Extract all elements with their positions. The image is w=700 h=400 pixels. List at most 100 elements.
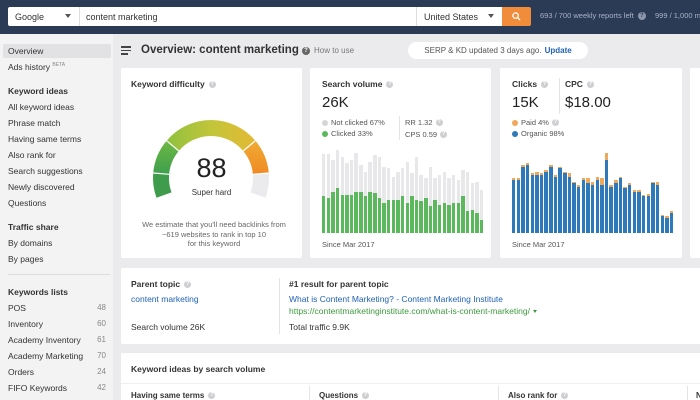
keyword-search-input[interactable] bbox=[80, 7, 416, 26]
help-icon[interactable]: ? bbox=[184, 280, 192, 288]
help-icon[interactable]: ? bbox=[386, 80, 394, 88]
search-button[interactable] bbox=[502, 7, 531, 26]
chart-bar[interactable] bbox=[609, 150, 613, 233]
column-questions[interactable]: Questions ? bbox=[319, 391, 370, 400]
help-icon[interactable]: ? bbox=[561, 392, 569, 399]
sidebar-item-having-same-terms[interactable]: Having same terms bbox=[8, 134, 82, 144]
chart-bar[interactable] bbox=[340, 150, 345, 233]
chart-bar[interactable] bbox=[363, 150, 368, 233]
chart-bar[interactable] bbox=[359, 150, 363, 233]
chart-bar[interactable] bbox=[349, 150, 354, 233]
chart-bar[interactable] bbox=[345, 150, 349, 233]
chart-bar[interactable] bbox=[400, 150, 405, 233]
help-icon[interactable]: ? bbox=[208, 392, 216, 399]
caret-down-icon[interactable] bbox=[532, 309, 537, 313]
chart-bar[interactable] bbox=[438, 150, 442, 233]
help-icon[interactable]: ? bbox=[541, 80, 549, 88]
chart-bar[interactable] bbox=[377, 150, 382, 233]
column-having-same-terms[interactable]: Having same terms ? bbox=[131, 391, 216, 400]
chart-bar[interactable] bbox=[414, 150, 419, 233]
top-result-url-text[interactable]: https://contentmarketinginstitute.com/wh… bbox=[289, 306, 530, 316]
chart-bar[interactable] bbox=[665, 150, 669, 233]
update-link[interactable]: Update bbox=[544, 46, 572, 55]
help-icon[interactable]: ? bbox=[586, 80, 594, 88]
chart-bar[interactable] bbox=[521, 150, 525, 233]
chart-bar[interactable] bbox=[451, 150, 456, 233]
sidebar-item-phrase-match[interactable]: Phrase match bbox=[8, 118, 61, 128]
help-icon[interactable]: ? bbox=[435, 119, 443, 126]
chart-bar[interactable] bbox=[572, 150, 576, 233]
chart-bar[interactable] bbox=[465, 150, 470, 233]
chart-bar[interactable] bbox=[628, 150, 632, 233]
chart-bar[interactable] bbox=[391, 150, 396, 233]
chart-bar[interactable] bbox=[586, 150, 590, 233]
chart-bar[interactable] bbox=[553, 150, 558, 233]
chart-bar[interactable] bbox=[539, 150, 544, 233]
chart-bar[interactable] bbox=[567, 150, 572, 233]
chart-bar[interactable] bbox=[604, 150, 609, 233]
chart-bar[interactable] bbox=[530, 150, 535, 233]
chart-bar[interactable] bbox=[368, 150, 372, 233]
chart-bar[interactable] bbox=[456, 150, 461, 233]
sidebar-item-newly-discovered[interactable]: Newly discovered bbox=[8, 182, 75, 192]
chart-bar[interactable] bbox=[322, 150, 326, 233]
help-icon[interactable]: ? bbox=[637, 11, 646, 20]
chart-bar[interactable] bbox=[373, 150, 377, 233]
chart-bar[interactable] bbox=[386, 150, 391, 233]
keyword-list-item-academy-inventory[interactable]: Academy Inventory 61 bbox=[8, 335, 106, 345]
sidebar-item-ads-history[interactable]: Ads history BETA bbox=[8, 62, 65, 72]
chart-bar[interactable] bbox=[637, 150, 641, 233]
chart-bar[interactable] bbox=[576, 150, 581, 233]
chart-bar[interactable] bbox=[660, 150, 664, 233]
keyword-list-item-academy-marketing[interactable]: Academy Marketing 70 bbox=[8, 351, 106, 361]
keyword-list-item-inventory[interactable]: Inventory 60 bbox=[8, 319, 106, 329]
chart-bar[interactable] bbox=[424, 150, 428, 233]
chart-bar[interactable] bbox=[335, 150, 340, 233]
search-engine-select[interactable]: Google bbox=[8, 7, 80, 26]
chart-bar[interactable] bbox=[535, 150, 539, 233]
help-icon[interactable]: ? bbox=[551, 119, 559, 126]
chart-bar[interactable] bbox=[479, 150, 484, 233]
chart-bar[interactable] bbox=[563, 150, 567, 233]
help-icon[interactable]: ? bbox=[362, 392, 370, 399]
chart-bar[interactable] bbox=[641, 150, 646, 233]
chart-bar[interactable] bbox=[461, 150, 465, 233]
chart-bar[interactable] bbox=[549, 150, 553, 233]
chart-bar[interactable] bbox=[470, 150, 474, 233]
chart-bar[interactable] bbox=[396, 150, 400, 233]
chart-bar[interactable] bbox=[326, 150, 331, 233]
parent-topic-link[interactable]: content marketing bbox=[131, 294, 199, 304]
chart-bar[interactable] bbox=[354, 150, 358, 233]
country-select[interactable]: United States bbox=[416, 7, 502, 26]
chart-bar[interactable] bbox=[475, 150, 479, 233]
sidebar-item-questions[interactable]: Questions bbox=[8, 198, 47, 208]
sidebar-item-overview[interactable]: Overview bbox=[3, 44, 111, 58]
top-result-url[interactable]: https://contentmarketinginstitute.com/wh… bbox=[289, 306, 537, 316]
sidebar-item-search-suggestions[interactable]: Search suggestions bbox=[8, 166, 83, 176]
chart-bar[interactable] bbox=[600, 150, 604, 233]
chart-bar[interactable] bbox=[632, 150, 637, 233]
how-to-use-link[interactable]: ? How to use bbox=[302, 46, 354, 55]
help-icon[interactable]: ? bbox=[440, 131, 448, 138]
chart-bar[interactable] bbox=[590, 150, 595, 233]
chart-bar[interactable] bbox=[433, 150, 437, 233]
chart-bar[interactable] bbox=[651, 150, 655, 233]
chart-bar[interactable] bbox=[428, 150, 433, 233]
sidebar-item-all-keyword-ideas[interactable]: All keyword ideas bbox=[8, 102, 75, 112]
chart-bar[interactable] bbox=[525, 150, 530, 233]
chart-bar[interactable] bbox=[646, 150, 651, 233]
sidebar-item-by-domains[interactable]: By domains bbox=[8, 238, 53, 248]
column-newly-discovered[interactable]: N bbox=[696, 391, 700, 400]
sidebar-item-by-pages[interactable]: By pages bbox=[8, 254, 44, 264]
chart-bar[interactable] bbox=[558, 150, 562, 233]
keyword-list-item-fifo-keywords[interactable]: FIFO Keywords 42 bbox=[8, 383, 106, 393]
chart-bar[interactable] bbox=[382, 150, 386, 233]
chart-bar[interactable] bbox=[595, 150, 599, 233]
chart-bar[interactable] bbox=[618, 150, 623, 233]
chart-bar[interactable] bbox=[544, 150, 548, 233]
menu-toggle-icon[interactable] bbox=[121, 46, 131, 55]
chart-bar[interactable] bbox=[516, 150, 521, 233]
chart-bar[interactable] bbox=[410, 150, 414, 233]
chart-bar[interactable] bbox=[623, 150, 627, 233]
chart-bar[interactable] bbox=[512, 150, 516, 233]
